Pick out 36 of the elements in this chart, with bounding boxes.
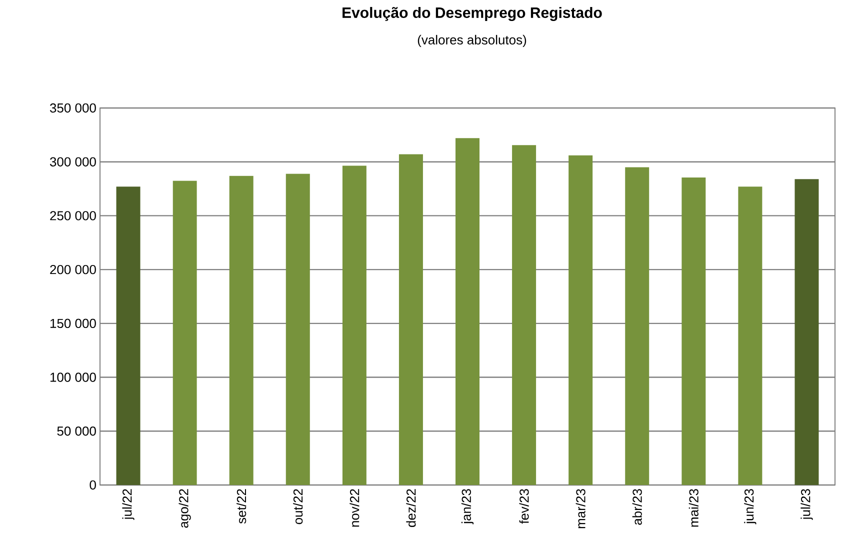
bar [229, 176, 254, 485]
x-tick-label: jan/23 [461, 489, 474, 524]
bar [568, 155, 593, 485]
x-tick-label: out/22 [293, 489, 303, 524]
y-tick-label: 250 000 [50, 211, 96, 220]
x-tick-label: dez/22 [406, 489, 416, 527]
x-tick-label: abr/23 [632, 489, 642, 525]
x-tick-label: jul/22 [122, 489, 134, 520]
bar [398, 154, 423, 485]
x-tick-label: ago/22 [178, 489, 191, 528]
bar [116, 186, 140, 485]
y-tick-label: 0 [90, 480, 96, 490]
bar [286, 174, 310, 485]
bar [625, 167, 650, 485]
bar [342, 166, 366, 485]
x-tick-label: fev/23 [519, 489, 529, 524]
y-tick-label: 100 000 [50, 372, 96, 382]
bar [456, 138, 480, 485]
chart-title: Evolução do Desemprego Registado [342, 6, 602, 22]
bar [738, 186, 762, 485]
x-tick-label: nov/22 [350, 489, 360, 527]
y-tick-label: 300 000 [50, 157, 96, 166]
y-tick-label: 150 000 [50, 318, 96, 328]
y-tick-label: 50 000 [57, 426, 96, 436]
x-tick-label: mai/23 [688, 489, 698, 527]
bar [172, 180, 197, 485]
bar [682, 177, 706, 485]
x-tick-label: mar/23 [576, 489, 586, 528]
y-tick-label: 200 000 [50, 264, 96, 274]
chart-subtitle: (valores absolutos) [418, 34, 526, 48]
x-tick-label: jun/23 [744, 489, 756, 524]
bar [512, 145, 536, 485]
y-tick-label: 350 000 [50, 103, 96, 113]
x-tick-label: jul/23 [800, 489, 813, 520]
x-tick-label: set/22 [236, 489, 246, 524]
bar [794, 179, 819, 485]
